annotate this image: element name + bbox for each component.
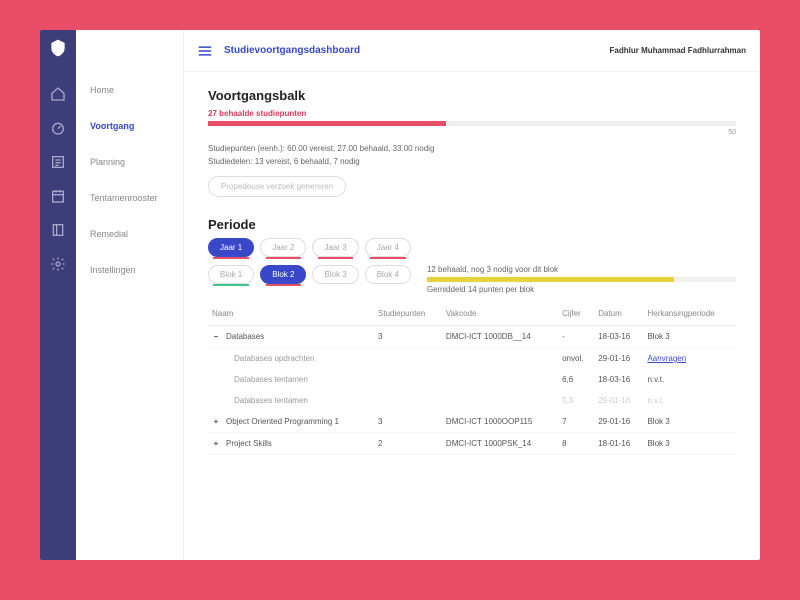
table-row[interactable]: –Databases3DMCI-ICT 1000DB__14-18-03-16B…	[208, 326, 736, 348]
expand-icon[interactable]: +	[212, 417, 220, 426]
col-header: Vakcode	[442, 302, 558, 326]
progress-bar-fill	[208, 121, 446, 126]
progress-line2: Studiedelen: 13 vereist, 6 behaald, 7 no…	[208, 157, 736, 166]
dashboard-icon[interactable]	[50, 120, 66, 136]
blok-pills: Blok 1 Blok 2 Blok 3 Blok 4	[208, 265, 411, 284]
content: Voortgangsbalk 27 behaalde studiepunten …	[184, 72, 760, 560]
sidenav-instellingen[interactable]: Instellingen	[76, 252, 183, 288]
pill-blok-4[interactable]: Blok 4	[365, 265, 411, 284]
blok-progress-bar	[427, 277, 736, 282]
sidenav-planning[interactable]: Planning	[76, 144, 183, 180]
topbar: Studievoortgangsdashboard Fadhlur Muhamm…	[184, 30, 760, 72]
list-icon[interactable]	[50, 154, 66, 170]
calendar-icon[interactable]	[50, 188, 66, 204]
pill-jaar-2[interactable]: Jaar 2	[260, 238, 306, 257]
pill-blok-1[interactable]: Blok 1	[208, 265, 254, 284]
col-header: Studiepunten	[374, 302, 442, 326]
propedeuse-button[interactable]: Propedeuse verzoek genereren	[208, 176, 346, 197]
progress-title: Voortgangsbalk	[208, 88, 736, 103]
app-title: Studievoortgangsdashboard	[224, 45, 360, 56]
col-header: Naam	[208, 302, 374, 326]
icon-rail	[40, 30, 76, 560]
year-pills: Jaar 1 Jaar 2 Jaar 3 Jaar 4	[208, 238, 736, 257]
progress-bar	[208, 121, 736, 126]
blok-status-text: 12 behaald, nog 3 nodig voor dit blok	[427, 265, 736, 274]
door-icon[interactable]	[50, 222, 66, 238]
col-header: Herkansingperiode	[643, 302, 736, 326]
table-row[interactable]: +Object Oriented Programming 13DMCI-ICT …	[208, 411, 736, 433]
pill-blok-3[interactable]: Blok 3	[312, 265, 358, 284]
user-name: Fadhlur Muhammad Fadhlurrahman	[610, 46, 746, 55]
sidenav-tentamenrooster[interactable]: Tentamenrooster	[76, 180, 183, 216]
table-row: Databases tentamen6,618-03-16n.v.t.	[208, 369, 736, 390]
table-row[interactable]: +Project Skills2DMCI-ICT 1000PSK_14818-0…	[208, 433, 736, 455]
sidenav-remedial[interactable]: Remedial	[76, 216, 183, 252]
expand-icon[interactable]: –	[212, 332, 220, 341]
aanvragen-link[interactable]: Aanvragen	[647, 354, 686, 363]
blok-progress-fill	[427, 277, 674, 282]
main-area: Studievoortgangsdashboard Fadhlur Muhamm…	[184, 30, 760, 560]
col-header: Cijfer	[558, 302, 594, 326]
pill-jaar-1[interactable]: Jaar 1	[208, 238, 254, 257]
col-header: Datum	[594, 302, 643, 326]
app-frame: Home Voortgang Planning Tentamenrooster …	[40, 30, 760, 560]
expand-icon[interactable]: +	[212, 439, 220, 448]
settings-icon[interactable]	[50, 256, 66, 272]
sidenav-voortgang[interactable]: Voortgang	[76, 108, 183, 144]
pill-jaar-4[interactable]: Jaar 4	[365, 238, 411, 257]
table-row: Databases tentamen5,329-01-16n.v.t.	[208, 390, 736, 411]
blok-avg-text: Gemiddeld 14 punten per blok	[427, 285, 736, 294]
pill-jaar-3[interactable]: Jaar 3	[312, 238, 358, 257]
table-row: Databases opdrachtenonvol.29-01-16Aanvra…	[208, 348, 736, 370]
logo-icon	[48, 38, 68, 58]
side-nav: Home Voortgang Planning Tentamenrooster …	[76, 30, 184, 560]
earned-label: 27 behaalde studiepunten	[208, 109, 736, 118]
progress-max-label: 50	[208, 129, 736, 136]
hamburger-icon[interactable]	[198, 46, 212, 56]
progress-line1: Studiepunten (eenh.): 60.00 vereist, 27.…	[208, 144, 736, 153]
sidenav-home[interactable]: Home	[76, 72, 183, 108]
courses-table: NaamStudiepuntenVakcodeCijferDatumHerkan…	[208, 302, 736, 455]
periode-title: Periode	[208, 217, 736, 232]
home-icon[interactable]	[50, 86, 66, 102]
pill-blok-2[interactable]: Blok 2	[260, 265, 306, 284]
